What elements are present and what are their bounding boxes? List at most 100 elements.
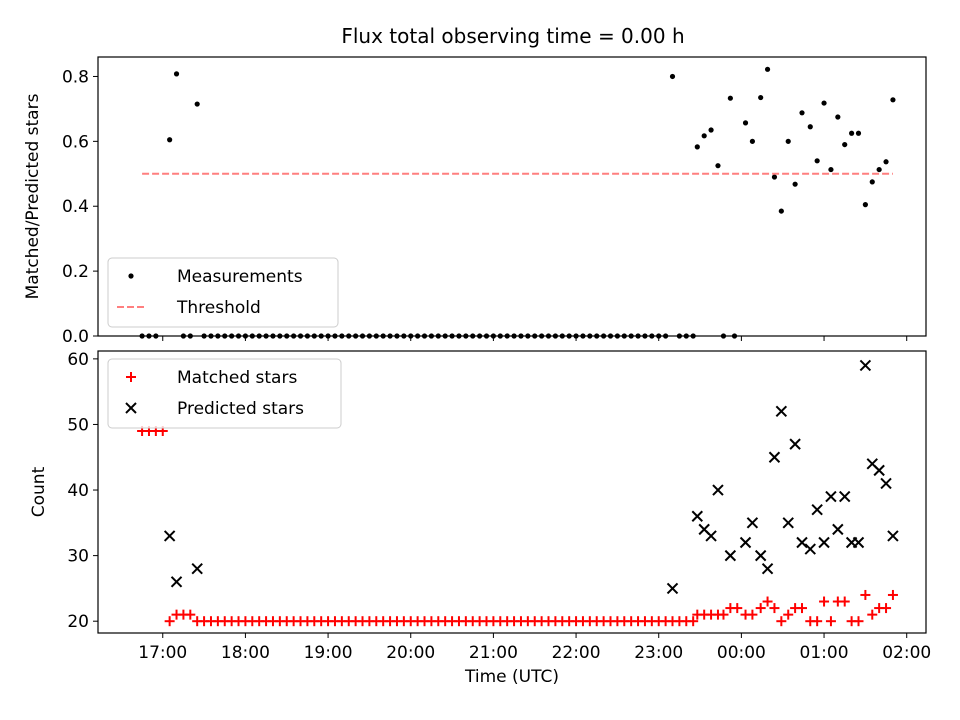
- matched-star-point: [688, 616, 699, 627]
- count-panel: 20 30 40 50 60 17:00 18:00 19:00 20:00 21:00 22:00…: [29, 350, 931, 687]
- y-tick-label: 0.8: [62, 67, 89, 87]
- legend-box: [107, 358, 342, 429]
- matched-star-point: [887, 589, 898, 600]
- measurement-point: [173, 71, 180, 77]
- predicted-star-point: [754, 549, 767, 562]
- measurement-point: [835, 114, 841, 120]
- measurement-point: [167, 137, 173, 143]
- x-b: [724, 549, 737, 562]
- x-b: [825, 490, 837, 503]
- predicted-star-point: [789, 438, 801, 450]
- measurement-point: [814, 158, 820, 164]
- x-b: [880, 477, 892, 490]
- x-b: [887, 530, 899, 542]
- x-tick-label: 17:00: [138, 643, 187, 663]
- matched-star-point: [881, 603, 892, 614]
- x-b: [804, 543, 816, 555]
- x-tick-label: 20:00: [386, 643, 435, 663]
- measurement-point: [749, 138, 756, 144]
- predicted-star-point: [796, 536, 808, 549]
- predicted-star-point: [761, 563, 774, 575]
- predicted-star-point: [880, 477, 892, 490]
- axes-frame: [97, 350, 927, 634]
- measurement-point: [842, 141, 848, 148]
- measurement-point: [764, 66, 771, 72]
- measurement-point: [883, 159, 889, 165]
- matched-star-point: [860, 589, 871, 600]
- matched-star-point: [797, 603, 808, 614]
- measurement-point: [194, 101, 200, 107]
- y-tick-label: 50: [67, 415, 89, 435]
- y-tick-label: 30: [67, 547, 89, 567]
- x-axis-label: Time (UTC): [464, 667, 559, 687]
- measurement-point: [890, 97, 896, 103]
- x-b: [170, 576, 183, 588]
- x-b: [811, 503, 823, 516]
- predicted-star-point: [818, 536, 830, 549]
- y-tick-label: 20: [67, 612, 89, 632]
- legend-box: [107, 257, 339, 328]
- measurement-point: [715, 163, 721, 169]
- predicted-star-point: [811, 503, 823, 516]
- predicted-star-point: [839, 490, 851, 503]
- x-tick-label: 18:00: [221, 643, 270, 663]
- x-b: [739, 536, 752, 549]
- matched-star-point: [732, 603, 743, 614]
- matched-star-point: [762, 596, 773, 607]
- measurement-point: [807, 124, 813, 130]
- predicted-star-point: [782, 517, 794, 529]
- y-axis-label: Count: [29, 466, 49, 517]
- predicted-star-point: [724, 549, 737, 562]
- y-axis-label: Matched/Predicted stars: [23, 93, 43, 299]
- y-tick-label: 0.6: [62, 132, 89, 152]
- measurement-point: [785, 138, 791, 144]
- matched-star-point: [718, 609, 729, 620]
- x-b: [796, 536, 808, 549]
- predicted-star-point: [191, 563, 203, 575]
- y-tick-label: 0.0: [62, 327, 89, 347]
- predicted-star-point: [804, 543, 816, 555]
- measurement-point: [771, 174, 778, 180]
- x-b: [754, 549, 767, 562]
- matched-star-point: [867, 609, 878, 620]
- measurement-point: [828, 166, 834, 173]
- x-tick-label: 01:00: [800, 643, 849, 663]
- predicted-star-point: [832, 523, 844, 536]
- predicted-star-point: [746, 517, 759, 529]
- x-b: [789, 438, 801, 450]
- legend-entry: Measurements: [177, 267, 303, 287]
- matched-star-point: [185, 609, 196, 620]
- measurement-point: [701, 133, 707, 139]
- measurement-point: [869, 179, 875, 185]
- predicted-star-point: [887, 530, 899, 542]
- x-b: [163, 530, 176, 542]
- plot-area: [137, 359, 899, 627]
- x-tick-label: 21:00: [469, 643, 518, 663]
- x-b: [832, 523, 844, 536]
- measurement-point: [849, 130, 855, 136]
- x-b: [782, 517, 794, 529]
- x-tick-label: 22:00: [552, 643, 601, 663]
- predicted-star-point: [666, 582, 679, 595]
- measurement-point: [778, 208, 784, 214]
- matched-star-point: [747, 609, 758, 620]
- predicted-star-point: [705, 530, 717, 542]
- x-b: [705, 530, 717, 542]
- predicted-star-point: [712, 484, 724, 496]
- measurement-point: [792, 181, 798, 187]
- measurement-point: [669, 73, 676, 80]
- measurement-point: [876, 166, 882, 173]
- x-b: [818, 536, 830, 549]
- measurement-point: [758, 94, 764, 101]
- predicted-star-point: [873, 464, 885, 477]
- measurement-point: [742, 120, 749, 126]
- chart-title: Flux total observing time = 0.00 h: [341, 24, 684, 48]
- x-tick-label: 02:00: [882, 643, 931, 663]
- y-tick-label: 40: [67, 481, 89, 501]
- matched-star-point: [812, 616, 823, 627]
- predicted-star-point: [163, 530, 176, 542]
- matched-star-point: [164, 616, 175, 627]
- predicted-star-point: [825, 490, 837, 503]
- measurement-point: [708, 127, 714, 133]
- x-b: [761, 563, 774, 575]
